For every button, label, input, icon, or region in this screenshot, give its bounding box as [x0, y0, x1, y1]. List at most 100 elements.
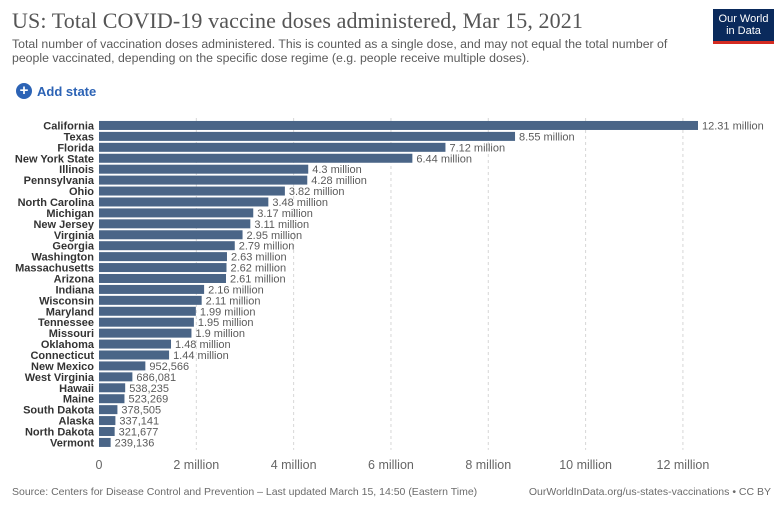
- category-label: New Jersey: [33, 219, 94, 231]
- category-label: Florida: [57, 142, 95, 154]
- bar: [99, 383, 126, 393]
- x-tick-label: 8 million: [465, 458, 511, 472]
- data-label: 3.82 million: [289, 186, 345, 198]
- bar: [99, 131, 516, 141]
- add-state-label: Add state: [37, 83, 97, 99]
- bar: [99, 350, 170, 360]
- category-label: New York State: [15, 153, 94, 165]
- category-label: Pennsylvania: [24, 175, 95, 187]
- category-label: California: [43, 120, 95, 132]
- bar: [99, 219, 251, 229]
- category-label: Missouri: [49, 328, 94, 340]
- category-label: Tennessee: [38, 317, 94, 329]
- data-label: 8.55 million: [519, 131, 575, 143]
- x-tick-label: 0: [96, 458, 103, 472]
- logo-line-1: Our World: [718, 13, 769, 25]
- bar: [99, 328, 192, 338]
- category-label: New Mexico: [31, 361, 94, 373]
- bar: [99, 437, 111, 447]
- bar: [99, 394, 125, 404]
- data-label: 2.79 million: [239, 241, 295, 253]
- category-label: Arizona: [54, 273, 95, 285]
- x-tick-label: 6 million: [368, 458, 414, 472]
- bar: [99, 427, 115, 437]
- data-label: 1.44 million: [173, 350, 229, 362]
- bar: [99, 405, 118, 415]
- category-label: Massachusetts: [15, 263, 94, 275]
- x-tick-label: 12 million: [657, 458, 710, 472]
- data-label: 7.12 million: [449, 142, 505, 154]
- category-label: Illinois: [59, 164, 94, 176]
- category-label: Ohio: [69, 186, 94, 198]
- chart-subtitle: Total number of vaccination doses admini…: [12, 37, 668, 65]
- category-label: Georgia: [52, 241, 94, 253]
- data-label: 239,136: [115, 437, 155, 449]
- category-label: South Dakota: [23, 405, 95, 417]
- category-label: Vermont: [50, 437, 94, 449]
- bar: [99, 317, 194, 327]
- category-label: Wisconsin: [39, 295, 94, 307]
- bar: [99, 306, 196, 316]
- data-label: 6.44 million: [416, 153, 472, 165]
- bar: [99, 164, 309, 174]
- owid-logo[interactable]: Our World in Data: [713, 9, 774, 44]
- data-label: 2.11 million: [206, 295, 261, 307]
- category-label: Virginia: [54, 230, 95, 242]
- data-label: 378,505: [121, 405, 161, 417]
- bar: [99, 175, 308, 185]
- data-label: 3.11 million: [254, 219, 309, 231]
- data-label: 1.9 million: [195, 328, 245, 340]
- x-tick-label: 10 million: [559, 458, 612, 472]
- bar: [99, 372, 133, 382]
- category-label: Maryland: [46, 306, 94, 318]
- category-label: North Carolina: [18, 197, 95, 209]
- data-label: 538,235: [129, 383, 169, 395]
- data-label: 1.99 million: [200, 306, 256, 318]
- bar: [99, 186, 285, 196]
- data-label: 523,269: [128, 394, 168, 406]
- bar: [99, 252, 227, 262]
- bar: [99, 339, 172, 349]
- data-label: 3.17 million: [257, 208, 313, 220]
- data-label: 2.63 million: [231, 252, 287, 264]
- category-label: Texas: [64, 131, 94, 143]
- url-license-link[interactable]: OurWorldInData.org/us-states-vaccination…: [528, 486, 771, 498]
- bar: [99, 241, 235, 251]
- plus-circle-icon: +: [16, 83, 32, 99]
- bar: [99, 361, 146, 371]
- data-label: 2.62 million: [230, 263, 286, 275]
- data-label: 4.28 million: [311, 175, 367, 187]
- category-label: Connecticut: [30, 350, 94, 362]
- bar: [99, 284, 205, 294]
- logo-line-2: in Data: [726, 25, 761, 37]
- x-tick-label: 4 million: [271, 458, 317, 472]
- bar: [99, 120, 698, 130]
- data-label: 1.95 million: [198, 317, 254, 329]
- data-label: 686,081: [136, 372, 176, 384]
- category-label: Indiana: [55, 284, 94, 296]
- source-note: Source: Centers for Disease Control and …: [12, 486, 478, 498]
- category-label: North Dakota: [25, 427, 95, 439]
- data-label: 2.61 million: [230, 273, 286, 285]
- bar: [99, 230, 243, 240]
- bar: [99, 208, 254, 218]
- bar: [99, 416, 116, 426]
- data-label: 3.48 million: [272, 197, 328, 209]
- x-tick-label: 2 million: [173, 458, 219, 472]
- data-label: 952,566: [149, 361, 189, 373]
- bar: [99, 295, 202, 305]
- data-label: 321,677: [119, 427, 159, 439]
- data-label: 2.95 million: [247, 230, 303, 242]
- category-label: Alaska: [59, 416, 95, 428]
- category-label: West Virginia: [25, 372, 95, 384]
- add-state-button[interactable]: + Add state: [16, 83, 96, 99]
- chart-title: US: Total COVID-19 vaccine doses adminis…: [12, 8, 583, 33]
- category-label: Michigan: [46, 208, 94, 220]
- bar: [99, 263, 227, 273]
- category-label: Maine: [63, 394, 94, 406]
- data-label: 2.16 million: [208, 284, 264, 296]
- category-label: Washington: [31, 252, 94, 264]
- bar: [99, 273, 227, 283]
- data-label: 337,141: [119, 416, 159, 428]
- data-label: 4.3 million: [312, 164, 362, 176]
